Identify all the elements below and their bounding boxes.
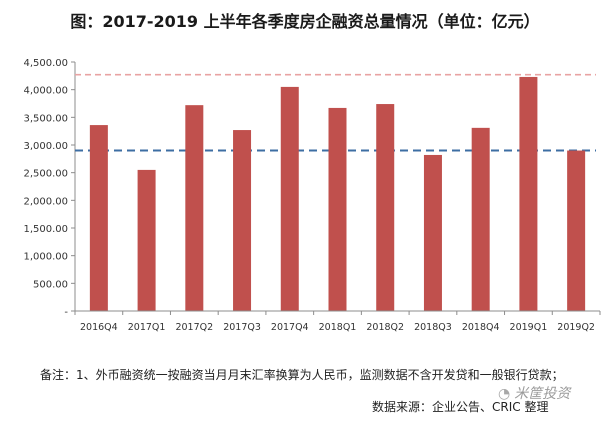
y-axis: - 500.00 1,000.00 1,500.00 2,000.00 2,500.00 3… xyxy=(23,58,76,318)
y-tick-label: 1,000.00 xyxy=(23,252,68,263)
x-tick-label: 2017Q2 xyxy=(175,322,213,333)
x-tick-label: 2018Q1 xyxy=(319,322,357,333)
logo-icon: ◔ xyxy=(498,386,511,402)
bar-2017Q3 xyxy=(233,130,252,311)
x-tick-label: 2018Q3 xyxy=(414,322,452,333)
watermark: ◔ 米筐投资 xyxy=(498,383,570,403)
y-tick-label: 4,500.00 xyxy=(23,58,68,69)
x-tick-label: 2019Q1 xyxy=(510,322,548,333)
x-tick-label: 2017Q3 xyxy=(223,322,261,333)
x-tick-label: 2019Q2 xyxy=(557,322,595,333)
bar-2016Q4 xyxy=(89,125,108,311)
watermark-text: 米筐投资 xyxy=(514,386,571,402)
y-tick-label: 4,000.00 xyxy=(23,86,68,97)
y-tick-label: - xyxy=(64,307,68,318)
x-tick-label: 2017Q4 xyxy=(271,322,309,333)
y-tick-label: 3,500.00 xyxy=(23,113,68,124)
y-tick-label: 2,500.00 xyxy=(23,169,68,180)
x-tick-label: 2016Q4 xyxy=(80,322,118,333)
bar-2018Q2 xyxy=(376,104,395,311)
footnote: 备注：1、外币融资统一按融资当月月末汇率换算为人民币，监测数据不含开发贷和一般银… xyxy=(40,368,564,382)
y-tick-label: 2,000.00 xyxy=(23,196,68,207)
bar-2017Q4 xyxy=(280,86,299,312)
x-tick-label: 2018Q4 xyxy=(462,322,500,333)
bar-2019Q1 xyxy=(519,76,538,311)
y-tick-label: 3,000.00 xyxy=(23,141,68,152)
bar-2018Q3 xyxy=(423,154,442,311)
bar-2018Q1 xyxy=(328,107,347,311)
bar-2017Q2 xyxy=(185,105,204,311)
bar-2017Q1 xyxy=(137,169,156,311)
bar-2018Q4 xyxy=(471,127,490,311)
bar-2019Q2 xyxy=(567,150,586,311)
x-tick-label: 2018Q2 xyxy=(366,322,404,333)
chart-title: 图：2017-2019 上半年各季度房企融资总量情况（单位：亿元） xyxy=(70,12,540,31)
x-axis: 2016Q4 2017Q1 2017Q2 2017Q3 2017Q4 2018Q1 2018… xyxy=(74,310,601,333)
x-tick-label: 2017Q1 xyxy=(128,322,166,333)
y-tick-label: 500.00 xyxy=(33,279,68,290)
data-source: 数据来源：企业公告、CRIC 整理 xyxy=(372,400,549,414)
bars xyxy=(89,76,586,312)
y-tick-label: 1,500.00 xyxy=(23,224,68,235)
